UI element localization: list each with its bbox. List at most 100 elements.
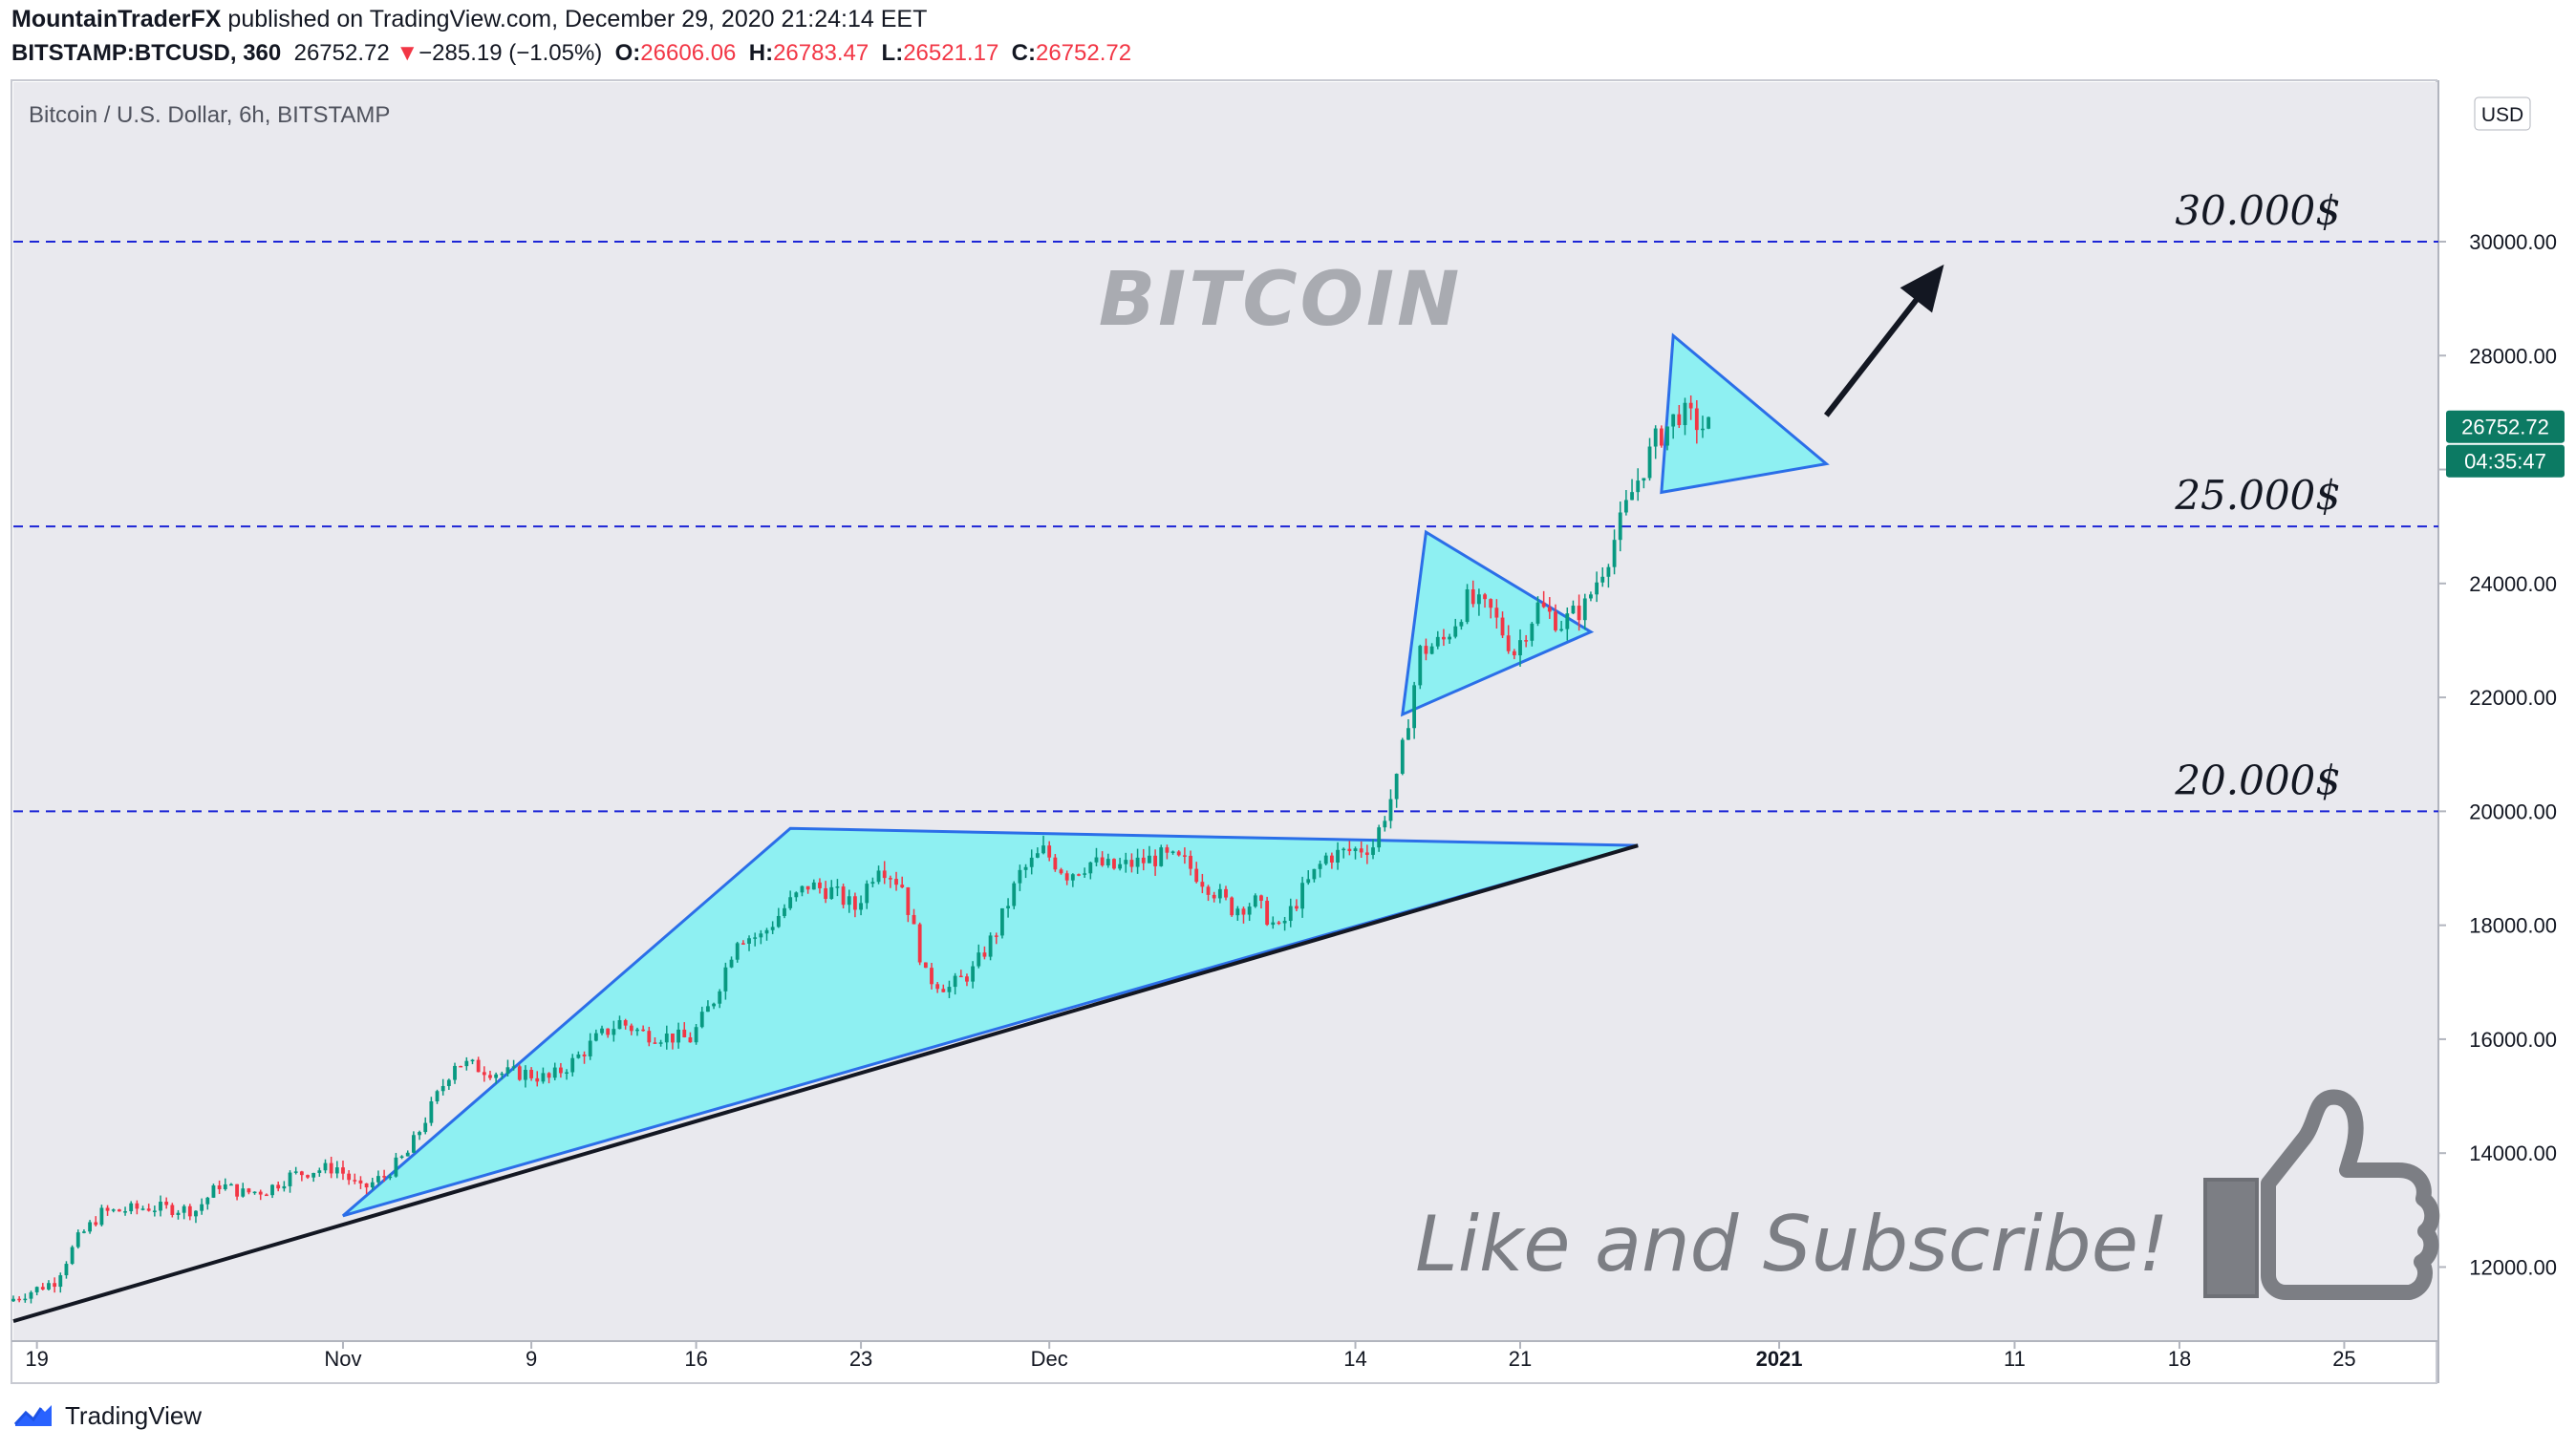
candle[interactable] bbox=[576, 1051, 581, 1059]
candle[interactable] bbox=[1606, 564, 1611, 588]
tradingview-footer[interactable]: TradingView bbox=[11, 1397, 202, 1435]
candle[interactable] bbox=[1465, 584, 1470, 625]
candle[interactable] bbox=[770, 921, 775, 934]
candle[interactable] bbox=[1512, 649, 1516, 660]
candle[interactable] bbox=[1018, 864, 1022, 891]
candle[interactable] bbox=[88, 1220, 92, 1234]
candle[interactable] bbox=[1094, 847, 1099, 866]
candle[interactable] bbox=[159, 1195, 162, 1217]
candle[interactable] bbox=[53, 1277, 57, 1293]
candle[interactable] bbox=[906, 886, 911, 923]
candle[interactable] bbox=[1265, 896, 1270, 927]
candle[interactable] bbox=[653, 1036, 657, 1044]
candle[interactable] bbox=[641, 1025, 646, 1032]
candle[interactable] bbox=[1295, 899, 1299, 911]
candle[interactable] bbox=[1282, 916, 1287, 931]
candle[interactable] bbox=[1418, 644, 1423, 690]
candle[interactable] bbox=[1659, 425, 1664, 448]
candle[interactable] bbox=[1677, 405, 1682, 429]
candle[interactable] bbox=[446, 1078, 451, 1090]
bull-flag-triangle-pattern[interactable] bbox=[1660, 332, 1830, 495]
candle[interactable] bbox=[870, 877, 875, 887]
candle[interactable] bbox=[270, 1183, 274, 1199]
candle[interactable] bbox=[1459, 619, 1464, 630]
candle[interactable] bbox=[1253, 893, 1257, 908]
candle[interactable] bbox=[1383, 816, 1387, 832]
candle[interactable] bbox=[517, 1064, 522, 1081]
candle[interactable] bbox=[524, 1065, 527, 1088]
candle[interactable] bbox=[1064, 870, 1069, 885]
candle[interactable] bbox=[1200, 873, 1205, 894]
candle[interactable] bbox=[529, 1067, 534, 1081]
candle[interactable] bbox=[152, 1205, 157, 1217]
candle[interactable] bbox=[311, 1172, 316, 1183]
candle[interactable] bbox=[1571, 600, 1576, 615]
candle[interactable] bbox=[741, 940, 745, 945]
candle[interactable] bbox=[111, 1208, 116, 1213]
candle[interactable] bbox=[170, 1203, 175, 1218]
candle[interactable] bbox=[1148, 845, 1151, 864]
candle[interactable] bbox=[229, 1183, 233, 1186]
candle[interactable] bbox=[1688, 395, 1693, 420]
candle[interactable] bbox=[1683, 397, 1687, 436]
candle[interactable] bbox=[1412, 681, 1417, 739]
candle[interactable] bbox=[811, 879, 816, 890]
candle[interactable] bbox=[488, 1070, 492, 1080]
candle[interactable] bbox=[1194, 862, 1199, 884]
candle[interactable] bbox=[58, 1272, 63, 1293]
candle[interactable] bbox=[941, 984, 946, 992]
candle[interactable] bbox=[1112, 858, 1116, 870]
candle[interactable] bbox=[241, 1183, 246, 1198]
candle[interactable] bbox=[800, 885, 805, 897]
candle[interactable] bbox=[1336, 842, 1340, 870]
candle[interactable] bbox=[1429, 643, 1434, 655]
candle[interactable] bbox=[388, 1173, 393, 1181]
candle[interactable] bbox=[329, 1156, 333, 1179]
candle[interactable] bbox=[1206, 885, 1211, 902]
candle[interactable] bbox=[1701, 416, 1705, 438]
candle[interactable] bbox=[958, 970, 963, 978]
candle[interactable] bbox=[1135, 848, 1140, 874]
candle[interactable] bbox=[1541, 590, 1546, 608]
candle[interactable] bbox=[1000, 907, 1004, 939]
candle[interactable] bbox=[418, 1130, 421, 1141]
candle[interactable] bbox=[1636, 468, 1641, 501]
candle[interactable] bbox=[647, 1026, 652, 1047]
candle[interactable] bbox=[876, 865, 881, 885]
candle[interactable] bbox=[723, 962, 728, 1000]
candle[interactable] bbox=[935, 981, 940, 993]
candle[interactable] bbox=[776, 907, 781, 928]
candle[interactable] bbox=[794, 891, 799, 902]
candle[interactable] bbox=[1247, 903, 1252, 922]
candle[interactable] bbox=[783, 904, 786, 919]
candle[interactable] bbox=[1647, 437, 1652, 481]
candle[interactable] bbox=[859, 895, 863, 916]
candle[interactable] bbox=[582, 1051, 587, 1064]
candle[interactable] bbox=[299, 1170, 304, 1182]
candle[interactable] bbox=[1189, 850, 1192, 876]
candle[interactable] bbox=[1707, 416, 1711, 430]
candle[interactable] bbox=[535, 1071, 540, 1087]
candle[interactable] bbox=[541, 1067, 546, 1084]
candle[interactable] bbox=[1083, 867, 1087, 878]
candle[interactable] bbox=[1106, 853, 1110, 868]
candle[interactable] bbox=[593, 1029, 598, 1042]
candle[interactable] bbox=[258, 1189, 263, 1201]
candle[interactable] bbox=[264, 1193, 268, 1197]
candle[interactable] bbox=[1371, 839, 1375, 860]
candle[interactable] bbox=[382, 1169, 387, 1183]
candle[interactable] bbox=[1182, 847, 1187, 864]
candle[interactable] bbox=[459, 1065, 463, 1068]
candle[interactable] bbox=[947, 980, 952, 998]
currency-badge[interactable]: USD bbox=[2474, 96, 2531, 131]
candle[interactable] bbox=[1141, 848, 1146, 871]
candle[interactable] bbox=[1671, 414, 1676, 439]
candle[interactable] bbox=[994, 932, 998, 945]
candle[interactable] bbox=[176, 1209, 181, 1220]
candle[interactable] bbox=[699, 1006, 704, 1029]
candle[interactable] bbox=[453, 1062, 457, 1084]
candle[interactable] bbox=[1342, 847, 1346, 859]
candle[interactable] bbox=[217, 1180, 222, 1195]
candle[interactable] bbox=[570, 1054, 575, 1077]
candle[interactable] bbox=[841, 884, 846, 909]
